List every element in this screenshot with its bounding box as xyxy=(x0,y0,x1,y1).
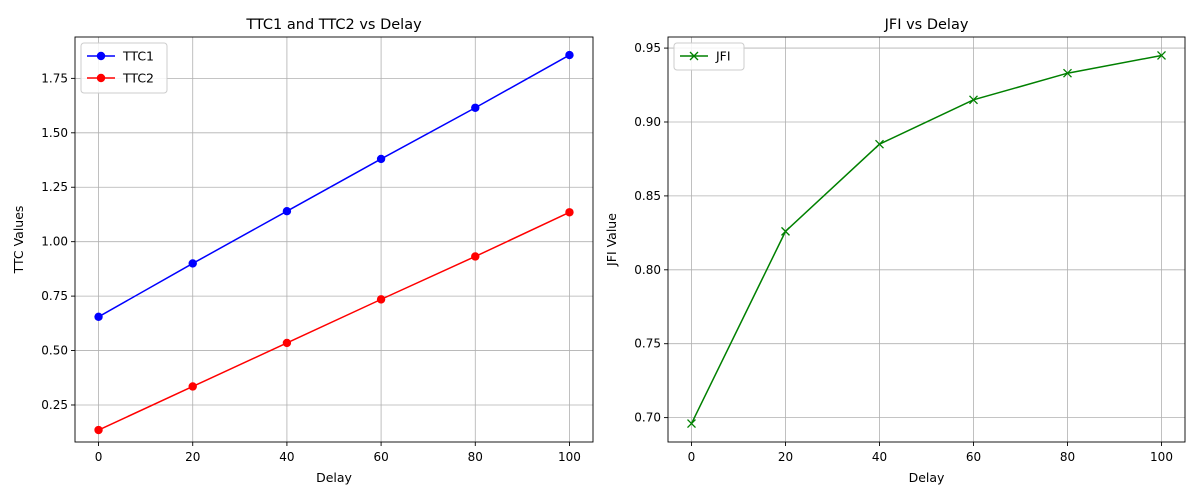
y-axis-label: JFI Value xyxy=(604,213,619,267)
y-tick-label: 0.50 xyxy=(41,344,68,358)
series-line-ttc1 xyxy=(98,54,570,318)
x-axis-label: Delay xyxy=(316,470,352,485)
x-tick-label: 0 xyxy=(95,450,103,464)
data-point xyxy=(282,206,292,216)
series-line-jfi xyxy=(690,54,1162,424)
y-tick-label: 0.90 xyxy=(634,115,661,129)
x-axis-label: Delay xyxy=(909,470,945,485)
data-point xyxy=(471,103,480,112)
legend-label: TTC2 xyxy=(122,71,154,86)
y-tick-label: 0.25 xyxy=(41,398,68,412)
data-point xyxy=(687,419,696,428)
data-point xyxy=(875,139,884,149)
y-tick-label: 0.95 xyxy=(634,41,661,55)
x-tick-label: 60 xyxy=(966,450,981,464)
data-point xyxy=(94,312,103,321)
chart-title: JFI vs Delay xyxy=(884,17,969,33)
x-tick-label: 40 xyxy=(279,450,294,464)
y-tick-label: 0.70 xyxy=(634,411,661,425)
x-tick-label: 0 xyxy=(688,450,696,464)
data-point xyxy=(565,208,574,217)
data-point xyxy=(1063,68,1072,78)
legend: TTC1 TTC2 xyxy=(80,42,168,94)
x-tick-label: 80 xyxy=(1060,450,1075,464)
y-axis-label: TTC Values xyxy=(11,206,26,275)
x-tick-label: 20 xyxy=(185,450,200,464)
series-line-ttc2 xyxy=(98,211,570,431)
legend-label: TTC1 xyxy=(122,49,154,64)
y-tick-label: 0.75 xyxy=(634,337,661,351)
y-tick-label: 0.85 xyxy=(634,189,661,203)
plot-frame xyxy=(74,36,594,443)
chart-2: 0 20 40 60 80 100 0.70 0.75 0.80 0.85 0.90 0.95 JFI … xyxy=(604,17,1186,485)
legend-label: JFI xyxy=(715,49,731,64)
data-point xyxy=(94,425,103,435)
data-point xyxy=(282,338,292,348)
chart-1: 0 20 40 60 80 100 0.25 0.50 0.75 1.00 1.25 1.50 1.75… xyxy=(11,17,594,485)
y-tick-label: 1.00 xyxy=(41,235,68,249)
x-tick-label: 40 xyxy=(872,450,887,464)
x-tick-label: 80 xyxy=(468,450,483,464)
data-point xyxy=(376,295,386,304)
y-tick-label: 1.25 xyxy=(41,180,68,194)
chart-title: TTC1 and TTC2 vs Delay xyxy=(245,17,422,33)
data-point xyxy=(188,382,197,391)
y-tick-label: 0.80 xyxy=(634,263,661,277)
x-tick-label: 60 xyxy=(373,450,388,464)
x-tick-label: 100 xyxy=(558,450,581,464)
y-tick-label: 0.75 xyxy=(41,289,68,303)
data-point xyxy=(969,95,978,105)
legend-box xyxy=(673,42,745,71)
legend-marker xyxy=(689,51,699,61)
y-tick-label: 1.50 xyxy=(41,126,68,140)
legend-marker xyxy=(96,73,106,83)
data-point xyxy=(471,252,480,261)
data-point xyxy=(1157,51,1166,60)
plot-frame xyxy=(667,36,1186,443)
x-tick-label: 20 xyxy=(778,450,793,464)
data-point xyxy=(376,154,386,164)
x-tick-label: 100 xyxy=(1150,450,1173,464)
data-point xyxy=(781,226,790,236)
data-point xyxy=(565,50,574,60)
y-tick-label: 1.75 xyxy=(41,71,68,85)
data-point xyxy=(188,259,197,268)
legend: JFI xyxy=(673,42,745,71)
legend-marker xyxy=(96,51,106,61)
